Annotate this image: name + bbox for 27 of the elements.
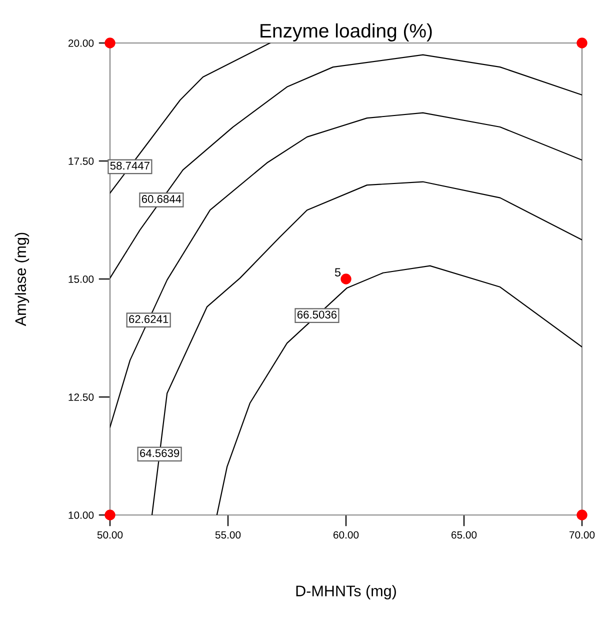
series-label: 66.5036 <box>297 310 337 319</box>
x-tick-label: 50.00 <box>97 531 123 539</box>
point <box>576 38 588 48</box>
x-axis-title: D-MHNTs (mg) <box>296 585 396 600</box>
annotation: 5 <box>334 268 341 277</box>
point <box>104 38 116 48</box>
y-tick-label: 17.50 <box>68 158 94 165</box>
series-label: 60.6844 <box>142 195 182 203</box>
chart-title: Enzyme loading (%) <box>260 23 432 42</box>
x-tick-label: 55.00 <box>215 531 241 539</box>
y-axis-title: Amylase (mg) <box>14 232 30 326</box>
y-tick-label: 20.00 <box>68 40 94 47</box>
y-tick-label: 12.50 <box>68 394 94 401</box>
y-tick-label: 15.00 <box>68 276 94 283</box>
series-label: 62.6241 <box>129 315 168 324</box>
point <box>104 510 116 520</box>
point <box>576 510 588 520</box>
x-tick-label: 65.00 <box>451 531 477 539</box>
x-tick-label: 60.00 <box>333 531 359 539</box>
x-tick-label: 70.00 <box>570 531 595 539</box>
line-series <box>110 43 271 194</box>
series-label: 58.7447 <box>110 162 150 170</box>
series-label: 64.5639 <box>140 449 180 458</box>
line-series <box>216 265 582 515</box>
line-series <box>110 112 582 428</box>
point <box>340 274 352 284</box>
y-tick-label: 10.00 <box>68 512 94 519</box>
